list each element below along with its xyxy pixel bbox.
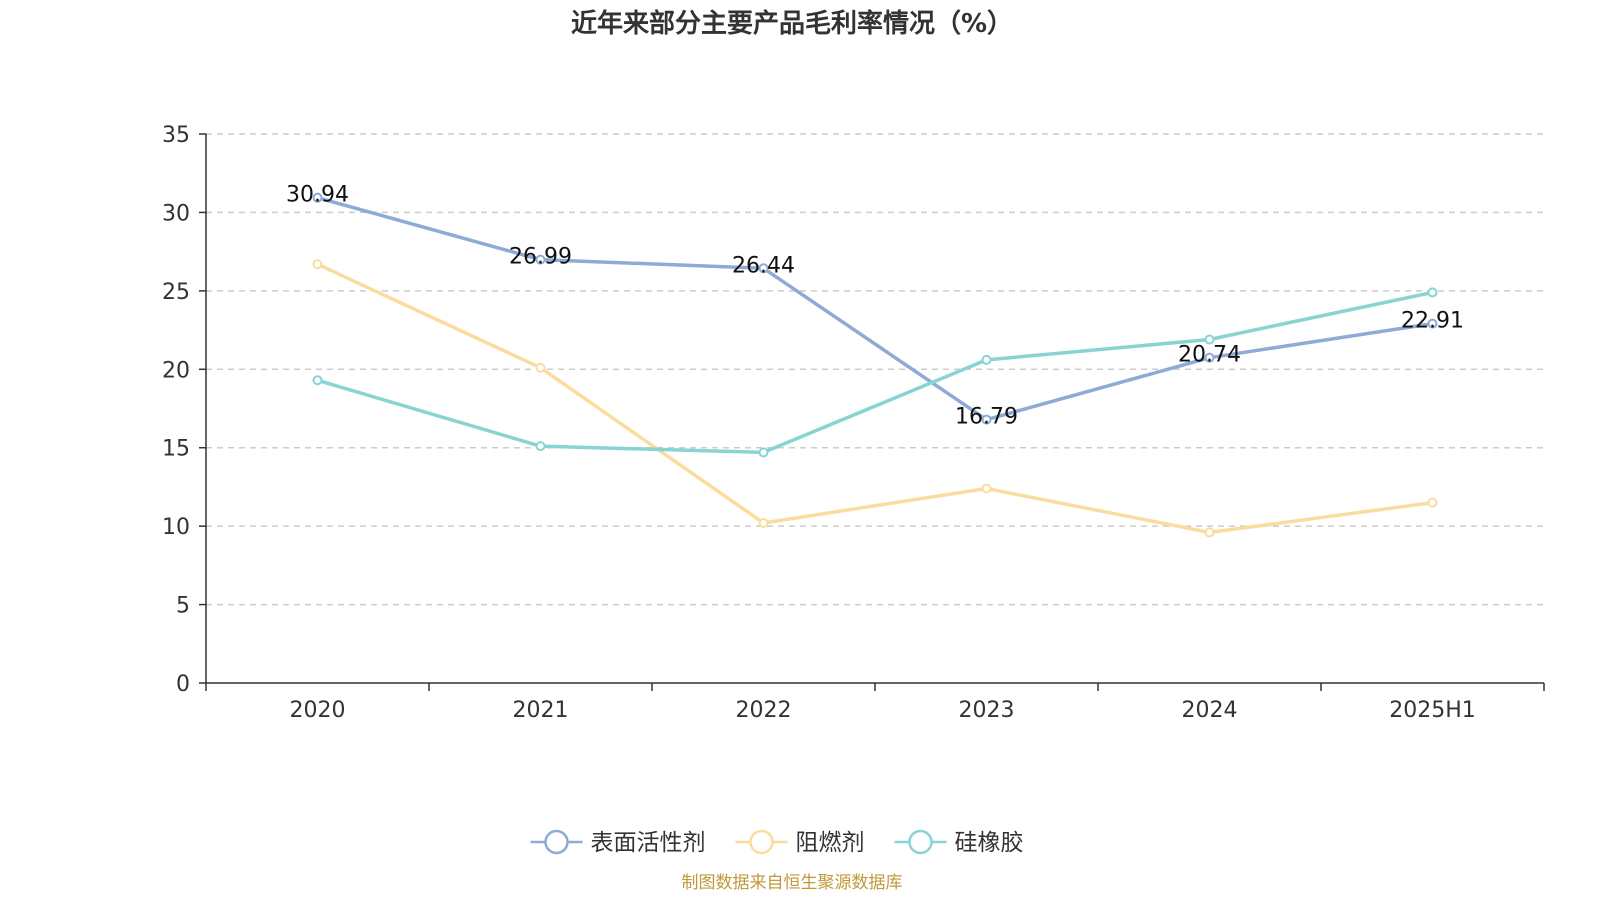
data-label: 20.74 xyxy=(1178,343,1241,368)
data-label: 26.99 xyxy=(509,245,572,270)
series-line-0 xyxy=(317,195,1433,422)
data-label: 16.79 xyxy=(955,405,1018,430)
series-lines xyxy=(312,192,1438,538)
data-point xyxy=(981,414,992,425)
data-point xyxy=(312,259,323,270)
legend-item-1: 阻燃剂 xyxy=(735,829,865,856)
legend-item-0: 表面活性剂 xyxy=(530,829,706,856)
data-label: 26.44 xyxy=(732,253,795,278)
legend-label: 硅橡胶 xyxy=(955,830,1024,856)
legend: 表面活性剂 阻燃剂 硅橡胶 xyxy=(530,829,1024,856)
x-tick-label: 2023 xyxy=(959,698,1015,723)
data-point xyxy=(1427,287,1438,298)
legend-marker-icon xyxy=(749,829,774,855)
data-point xyxy=(1427,497,1438,508)
data-point xyxy=(1204,334,1215,345)
data-point xyxy=(312,192,323,203)
data-point xyxy=(758,447,769,458)
legend-label: 表面活性剂 xyxy=(591,830,706,856)
data-point xyxy=(758,263,769,274)
y-tick-label: 25 xyxy=(162,280,190,305)
data-point xyxy=(981,483,992,494)
legend-marker-icon xyxy=(544,829,569,855)
series-line-2 xyxy=(317,290,1433,455)
data-point xyxy=(535,254,546,265)
grid-lines xyxy=(206,133,1544,606)
data-point xyxy=(535,362,546,373)
data-label: 22.91 xyxy=(1401,309,1464,334)
data-point xyxy=(312,375,323,386)
x-tick-label: 2024 xyxy=(1182,698,1238,723)
x-tick-label: 2021 xyxy=(513,698,569,723)
data-point xyxy=(758,518,769,529)
y-tick-label: 10 xyxy=(162,515,190,540)
series-line-1 xyxy=(316,262,1433,535)
data-point xyxy=(1204,527,1215,538)
data-labels: 30.94 26.99 26.44 16.79 20.74 22.91 xyxy=(286,183,1464,430)
y-tick-label: 5 xyxy=(176,594,190,619)
chart-title: 近年来部分主要产品毛利率情况（%） xyxy=(571,8,1013,39)
y-tick-label: 20 xyxy=(162,358,190,383)
data-point xyxy=(981,354,992,365)
source-note: 制图数据来自恒生聚源数据库 xyxy=(682,873,903,893)
y-tick-label: 30 xyxy=(162,201,190,226)
y-tick-label: 0 xyxy=(176,672,190,697)
legend-item-2: 硅橡胶 xyxy=(894,829,1024,856)
y-tick-label: 15 xyxy=(162,437,190,462)
y-tick-label: 35 xyxy=(162,123,190,148)
x-tick-label: 2020 xyxy=(290,698,346,723)
legend-marker-icon xyxy=(908,829,933,855)
legend-label: 阻燃剂 xyxy=(796,830,865,856)
x-tick-label: 2022 xyxy=(736,698,792,723)
data-point xyxy=(1204,352,1215,363)
data-point xyxy=(535,441,546,452)
data-point xyxy=(1427,318,1438,329)
axes: 0 5 10 15 20 25 30 35 2020 2021 2022 2023 2024 2025H1 xyxy=(162,123,1545,723)
data-label: 30.94 xyxy=(286,183,349,208)
x-tick-label: 2025H1 xyxy=(1389,698,1476,723)
